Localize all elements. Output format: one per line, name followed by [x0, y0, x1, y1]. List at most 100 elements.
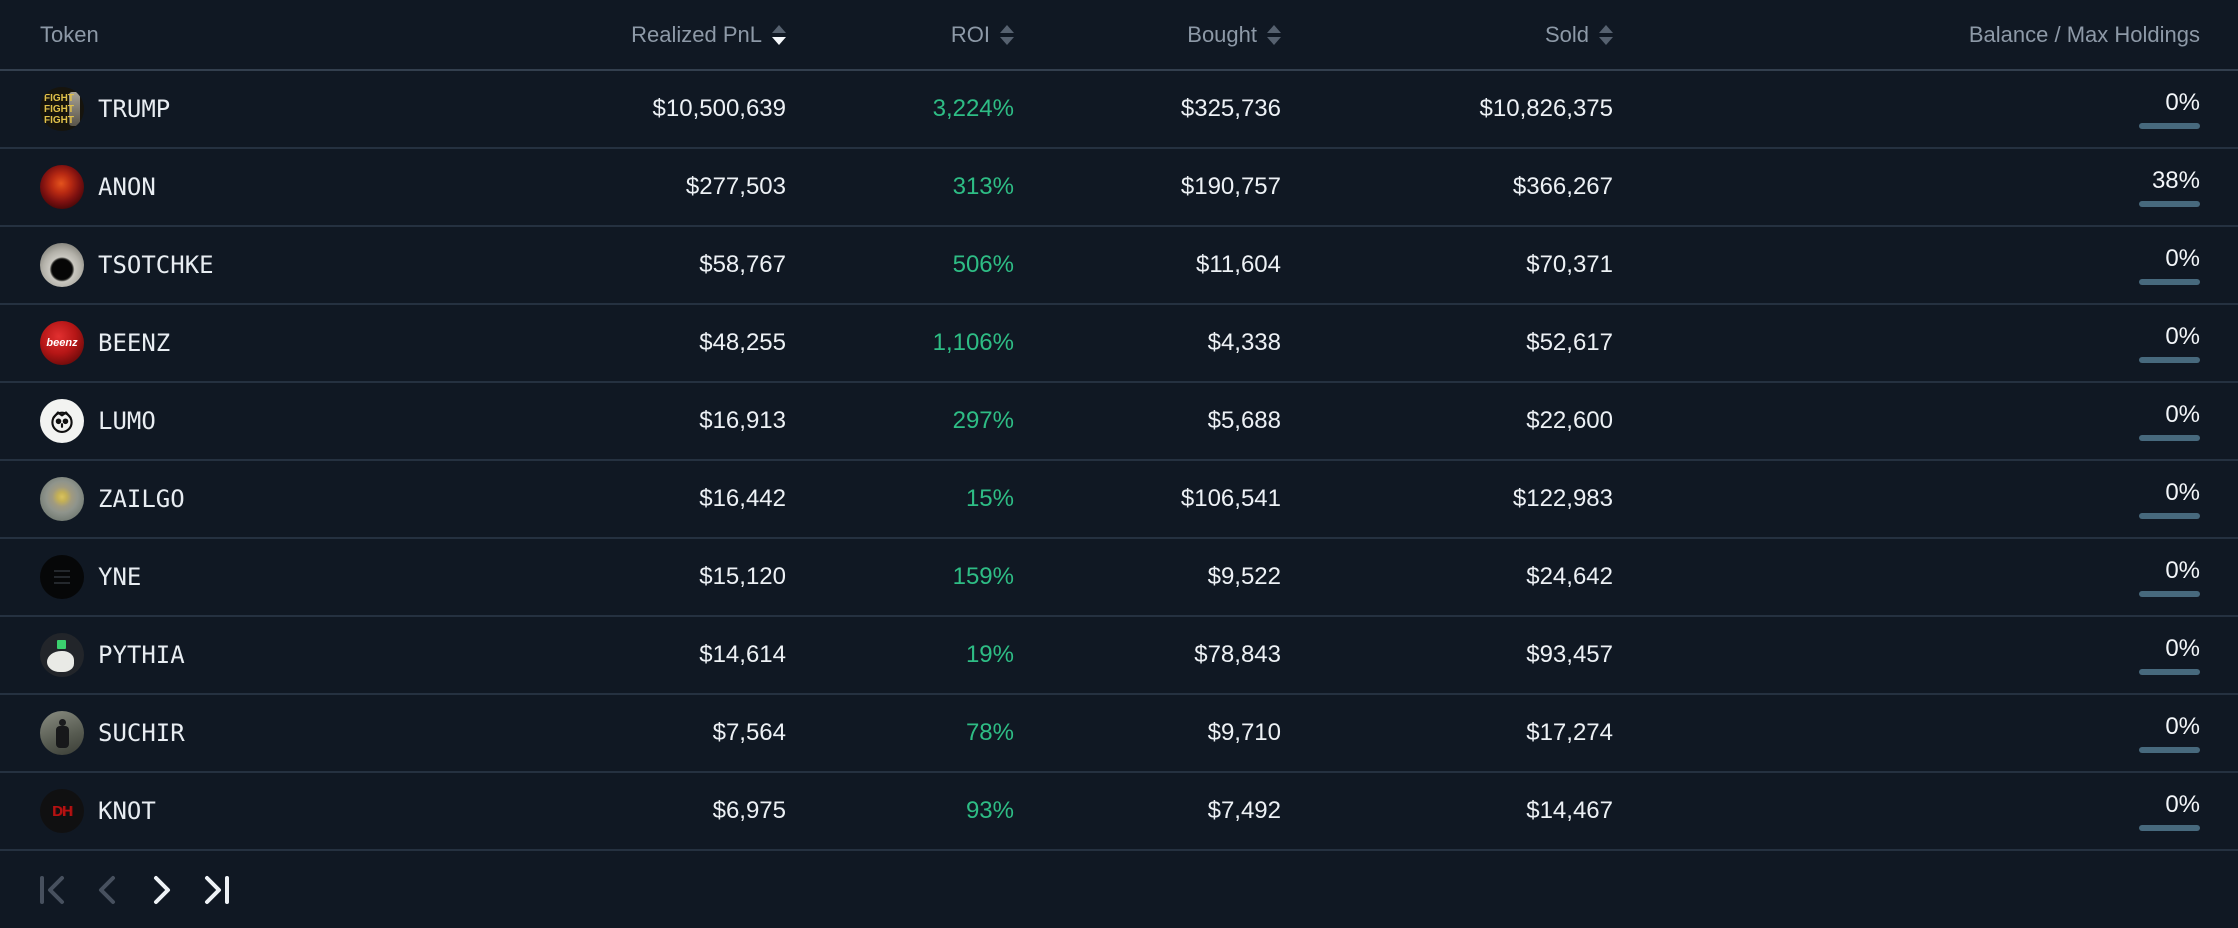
roi-value: 313%	[952, 173, 1014, 200]
balance-cell: 0%	[1613, 635, 2200, 675]
token-name: ZAILGO	[98, 485, 185, 513]
bought-value: $106,541	[1180, 485, 1281, 512]
realized-pnl-value: $16,913	[699, 407, 786, 434]
column-label: Sold	[1544, 21, 1589, 47]
token-name: TSOTCHKE	[98, 251, 214, 279]
next-page-button[interactable]	[138, 866, 186, 914]
balance-progress-bar	[2139, 123, 2200, 129]
token-icon	[40, 633, 84, 677]
balance-cell: 0%	[1613, 479, 2200, 519]
column-header-sold[interactable]: Sold	[1281, 22, 1613, 48]
balance-cell: 0%	[1613, 557, 2200, 597]
balance-cell: 0%	[1613, 401, 2200, 441]
table-row[interactable]: FIGHT FIGHT FIGHT TRUMP $10,500,639 3,224%…	[0, 71, 2238, 149]
last-page-button[interactable]	[193, 866, 241, 914]
token-cell: FIGHT FIGHT FIGHT TRUMP	[40, 87, 440, 131]
realized-pnl-value: $16,442	[699, 485, 786, 512]
column-header-token: Token	[40, 22, 440, 48]
table-row[interactable]: beenz BEENZ $48,255 1,106% $4,338 $52,61…	[0, 305, 2238, 383]
column-label: Token	[40, 21, 99, 47]
sold-value: $70,371	[1526, 251, 1613, 278]
balance-percent: 0%	[2165, 791, 2200, 818]
column-header-roi[interactable]: ROI	[786, 22, 1014, 48]
realized-pnl-value: $7,564	[712, 719, 786, 746]
bought-value: $325,736	[1180, 95, 1281, 122]
balance-progress-bar	[2139, 825, 2200, 831]
token-icon	[40, 477, 84, 521]
roi-value: 506%	[952, 251, 1014, 278]
sort-icon	[1267, 24, 1281, 45]
token-icon: FIGHT FIGHT FIGHT	[40, 87, 84, 131]
roi-value: 15%	[965, 485, 1014, 512]
sort-icon	[1000, 24, 1014, 45]
realized-pnl-value: $14,614	[699, 641, 786, 668]
table-row[interactable]: YNE $15,120 159% $9,522 $24,642 0%	[0, 539, 2238, 617]
pagination-bar	[0, 851, 2238, 928]
previous-page-button[interactable]	[83, 866, 131, 914]
balance-progress-bar	[2139, 435, 2200, 441]
table-row[interactable]: TSOTCHKE $58,767 506% $11,604 $70,371 0%	[0, 227, 2238, 305]
balance-percent: 0%	[2165, 89, 2200, 116]
balance-cell: 0%	[1613, 713, 2200, 753]
realized-pnl-value: $48,255	[699, 329, 786, 356]
sold-value: $366,267	[1512, 173, 1613, 200]
chevron-left-icon	[99, 875, 115, 904]
token-cell: TSOTCHKE	[40, 243, 440, 287]
balance-cell: 38%	[1613, 167, 2200, 207]
balance-percent: 0%	[2165, 479, 2200, 506]
token-name: KNOT	[98, 797, 156, 825]
column-label: Balance / Max Holdings	[1968, 21, 2200, 47]
bought-value: $5,688	[1207, 407, 1281, 434]
table-row[interactable]: LUMO $16,913 297% $5,688 $22,600 0%	[0, 383, 2238, 461]
token-icon-text: DH	[52, 802, 73, 820]
balance-cell: 0%	[1613, 245, 2200, 285]
column-header-bought[interactable]: Bought	[1014, 22, 1281, 48]
sold-value: $10,826,375	[1479, 95, 1613, 122]
table-row[interactable]: ANON $277,503 313% $190,757 $366,267 38%	[0, 149, 2238, 227]
balance-percent: 0%	[2165, 401, 2200, 428]
column-label: Bought	[1187, 21, 1257, 47]
roi-value: 93%	[965, 797, 1014, 824]
sort-icon	[772, 24, 786, 45]
balance-percent: 0%	[2165, 245, 2200, 272]
token-name: TRUMP	[98, 95, 171, 123]
balance-cell: 0%	[1613, 89, 2200, 129]
token-icon-text: beenz	[46, 337, 78, 349]
sort-icon	[1599, 24, 1613, 45]
token-icon	[40, 555, 84, 599]
token-name: BEENZ	[98, 329, 171, 357]
token-icon: DH	[40, 789, 84, 833]
column-header-realized-pnl[interactable]: Realized PnL	[440, 22, 786, 48]
sold-value: $122,983	[1512, 485, 1613, 512]
sold-value: $52,617	[1526, 329, 1613, 356]
realized-pnl-value: $58,767	[699, 251, 786, 278]
table-row[interactable]: SUCHIR $7,564 78% $9,710 $17,274 0%	[0, 695, 2238, 773]
token-icon	[40, 711, 84, 755]
realized-pnl-value: $6,975	[712, 797, 786, 824]
bought-value: $9,710	[1207, 719, 1281, 746]
token-cell: DH KNOT	[40, 789, 440, 833]
token-cell: beenz BEENZ	[40, 321, 440, 365]
column-header-balance-max-holdings: Balance / Max Holdings	[1613, 22, 2200, 48]
table-header-row: Token Realized PnL ROI Bought Sold Balan…	[0, 0, 2238, 71]
token-name: YNE	[98, 563, 142, 591]
bought-value: $78,843	[1194, 641, 1281, 668]
chevron-first-icon	[40, 875, 64, 904]
column-label: ROI	[950, 21, 990, 47]
bought-value: $9,522	[1207, 563, 1281, 590]
table-row[interactable]: ZAILGO $16,442 15% $106,541 $122,983 0%	[0, 461, 2238, 539]
balance-percent: 0%	[2165, 323, 2200, 350]
token-cell: ZAILGO	[40, 477, 440, 521]
table-row[interactable]: DH KNOT $6,975 93% $7,492 $14,467 0%	[0, 773, 2238, 851]
balance-progress-bar	[2139, 747, 2200, 753]
table-row[interactable]: PYTHIA $14,614 19% $78,843 $93,457 0%	[0, 617, 2238, 695]
sold-value: $24,642	[1526, 563, 1613, 590]
balance-percent: 0%	[2165, 557, 2200, 584]
sold-value: $17,274	[1526, 719, 1613, 746]
balance-percent: 38%	[2151, 167, 2200, 194]
first-page-button[interactable]	[28, 866, 76, 914]
roi-value: 1,106%	[932, 329, 1014, 356]
token-cell: SUCHIR	[40, 711, 440, 755]
balance-cell: 0%	[1613, 323, 2200, 363]
